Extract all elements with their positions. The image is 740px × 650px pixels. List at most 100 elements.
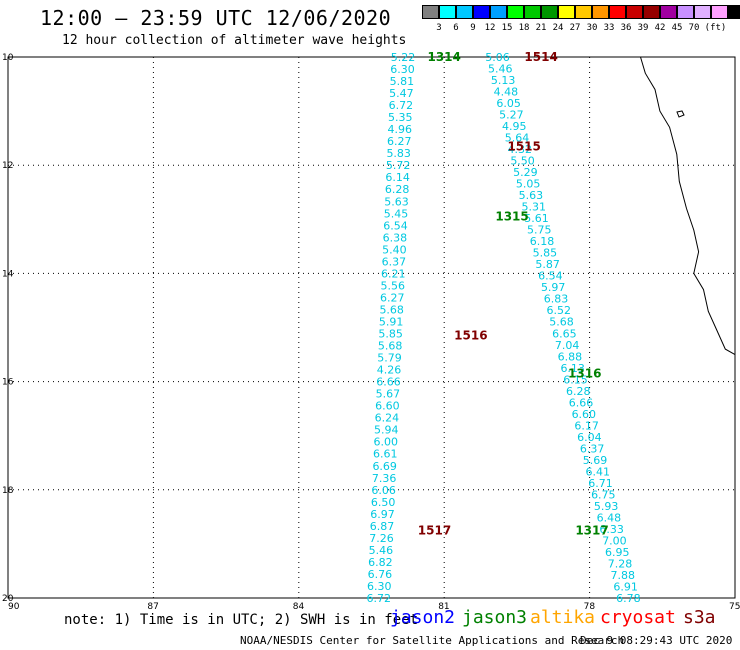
wave-height-value: 5.45 [384,207,409,220]
wave-height-value: 4.48 [494,86,519,99]
wave-height-value: 6.30 [367,580,392,593]
sat-label-s3a: s3a [683,607,716,628]
wave-height-value: 6.83 [544,293,569,306]
scale-label: 33 [603,23,615,33]
scale-swatch [626,5,643,19]
sat-label-cryosat: cryosat [600,607,676,628]
scale-label: (ft) [704,23,727,33]
wave-height-value: 6.50 [371,496,396,509]
scale-swatch [592,5,609,19]
wave-height-value: 6.15 [563,373,588,386]
page-title: 12:00 — 23:59 UTC 12/06/2020 [40,6,392,30]
wave-height-value: 7.00 [602,534,627,547]
wave-height-value: 6.97 [370,508,395,521]
wave-height-value: 6.14 [385,171,410,184]
lon-tick-label: 78 [584,602,596,612]
lat-tick-label: 18 [2,486,14,496]
pass-label: 1317 [575,523,608,537]
pass-label: 1514 [524,50,557,64]
wave-height-value: 6.61 [373,448,398,461]
pass-label: 1316 [568,366,601,380]
wave-height-value: 5.27 [499,109,524,122]
wave-height-value: 5.68 [549,316,574,329]
wave-height-value: 5.05 [516,178,541,191]
scale-label: 24 [552,23,564,33]
sat-label-jason3: jason3 [462,607,528,628]
wave-height-value: 6.28 [385,183,410,196]
lon-tick-label: 90 [8,602,20,612]
lat-tick-label: 16 [2,378,14,388]
scale-swatch [575,5,592,19]
wave-height-value: 5.85 [533,247,558,260]
pass-label: 1515 [507,139,540,153]
lon-tick-label: 81 [438,602,449,612]
wave-height-value: 5.31 [521,201,546,214]
wave-height-value: 6.60 [572,408,597,421]
pass-label: 1517 [418,523,451,537]
scale-label: 42 [654,23,666,33]
scale-label: 70 [688,23,700,33]
wave-height-value: 5.56 [381,279,406,292]
wave-height-value: 5.29 [513,166,538,179]
wave-height-value: 6.52 [547,304,572,317]
wave-height-value: 6.66 [376,376,401,389]
scale-swatch [490,5,507,19]
wave-height-value: 6.27 [387,135,412,148]
scale-label: 45 [671,23,683,33]
wave-height-value: 5.67 [376,388,401,401]
timestamp-text: Dec 9 08:29:43 UTC 2020 [580,634,733,647]
scale-swatch [711,5,728,19]
wave-height-value: 5.68 [378,340,403,353]
wave-height-value: 6.87 [370,520,395,533]
note-text: note: 1) Time is in UTC; 2) SWH is in fe… [64,612,419,628]
wave-height-value: 6.82 [368,556,393,569]
wave-height-value: 6.37 [382,255,407,268]
lon-tick-label: 75 [729,602,740,612]
scale-swatch [558,5,575,19]
scale-swatch [422,5,439,19]
pass-label: 1315 [495,210,528,224]
scale-swatch [524,5,541,19]
wave-height-value: 7.26 [369,532,394,545]
wave-height-value: 6.13 [560,362,585,375]
wave-height-value: 6.18 [530,235,555,248]
lat-tick-label: 10 [2,53,14,63]
wave-height-value: 5.68 [379,303,404,316]
lat-tick-label: 14 [2,269,14,279]
wave-height-value: 7.88 [611,569,636,582]
wave-height-value: 4.26 [377,364,402,377]
wave-height-value: 5.83 [386,147,411,160]
scale-label: 15 [501,23,513,33]
scale-swatch [473,5,490,19]
scale-swatch [694,5,711,19]
scale-label: 27 [569,23,581,33]
scale-swatch [660,5,677,19]
scale-swatch [609,5,626,19]
wave-height-value: 5.40 [382,243,407,256]
wave-height-value: 6.27 [380,291,405,304]
wave-height-value: 4.96 [388,123,413,136]
sat-label-altika: altika [530,607,596,628]
lon-tick-label: 87 [147,602,158,612]
scale-swatch [507,5,524,19]
wave-height-value: 5.22 [391,51,416,64]
wave-height-value: 5.63 [519,189,544,202]
wave-height-value: 6.28 [566,385,591,398]
pass-label: 1516 [454,329,487,343]
wave-height-value: 6.21 [381,267,406,280]
scale-label: 12 [484,23,496,33]
scale-swatch [728,5,740,19]
wave-height-value: 6.06 [371,484,396,497]
wave-height-value: 5.85 [378,328,403,341]
wave-height-value: 7.28 [608,557,633,570]
scale-label: 18 [518,23,530,33]
scale-swatch [677,5,694,19]
wave-height-value: 6.66 [569,396,594,409]
pass-label: 1314 [427,50,460,64]
scale-swatch [643,5,660,19]
wave-height-value: 5.35 [388,111,413,124]
wave-height-value: 6.54 [538,270,563,283]
wave-height-value: 6.17 [574,419,599,432]
wave-height-value: 5.06 [485,51,510,64]
